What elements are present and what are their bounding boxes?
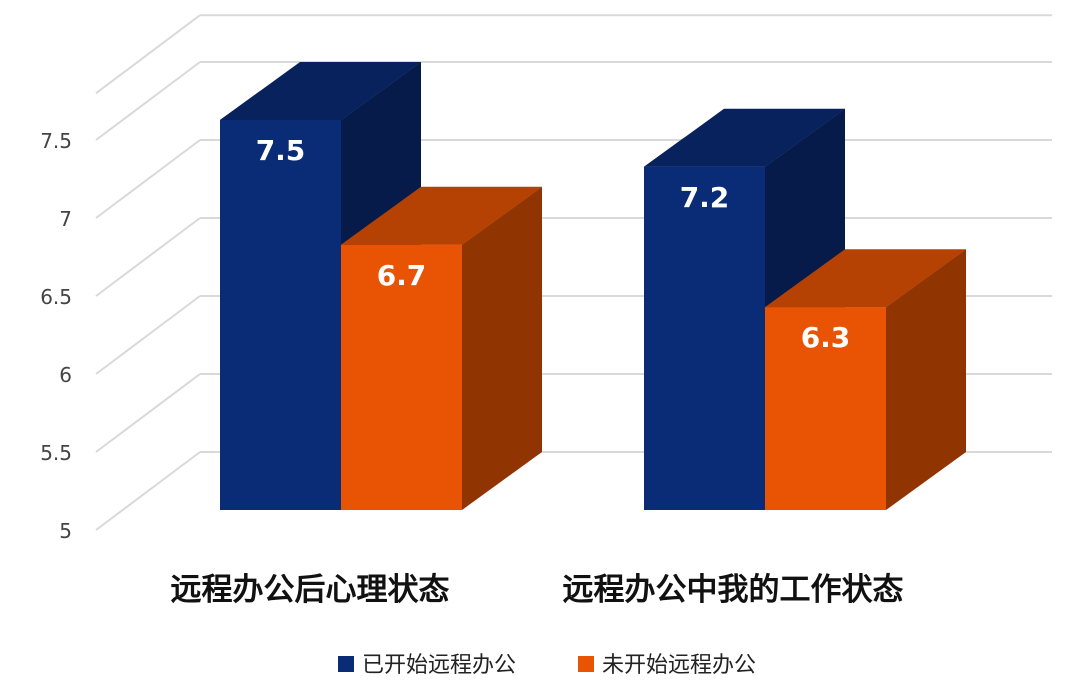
gridline-diagonal	[95, 295, 201, 375]
data-label: 7.2	[680, 181, 730, 214]
bar-top-face	[644, 108, 845, 167]
legend-label: 已开始远程办公	[362, 653, 516, 678]
y-tick-label: 5.5	[40, 441, 72, 465]
gridline-diagonal	[95, 139, 201, 219]
bar-front	[341, 244, 462, 511]
bar-side	[462, 186, 542, 511]
gridline-diagonal	[95, 451, 201, 531]
y-tick-label: 7.5	[40, 129, 72, 153]
gridline-diagonal	[95, 61, 201, 141]
legend-label: 未开始远程办公	[602, 653, 756, 678]
y-tick-label: 5	[59, 519, 72, 543]
data-label: 7.5	[256, 134, 306, 167]
bar-top-face	[341, 186, 542, 245]
bar-side	[886, 249, 966, 510]
bar-front	[644, 166, 765, 511]
gridline-diagonal	[95, 14, 201, 94]
category-label: 远程办公中我的工作状态	[563, 572, 904, 608]
y-tick-label: 6.5	[40, 285, 72, 309]
legend-swatch	[578, 656, 594, 672]
bar	[765, 249, 966, 510]
bar-front	[765, 307, 886, 510]
bar	[341, 186, 542, 511]
bar-front	[220, 120, 341, 510]
gridline-diagonal	[95, 217, 201, 297]
data-label: 6.3	[801, 321, 851, 354]
bar-top-face	[765, 249, 966, 308]
category-label: 远程办公后心理状态	[171, 572, 450, 608]
gridline-diagonal	[95, 373, 201, 453]
legend-swatch	[338, 656, 354, 672]
bar-top-face	[220, 62, 421, 120]
y-tick-label: 7	[59, 207, 72, 231]
y-tick-label: 6	[59, 363, 72, 387]
bars	[220, 62, 966, 511]
data-label: 6.7	[377, 259, 427, 292]
